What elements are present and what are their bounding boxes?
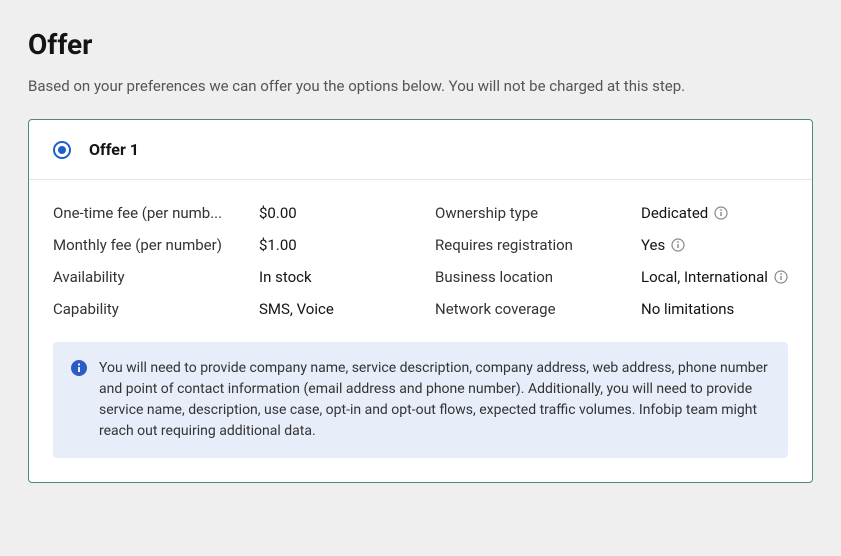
ownership-type-label: Ownership type bbox=[435, 204, 625, 222]
ownership-type-value-text: Dedicated bbox=[641, 204, 708, 222]
page-subtitle: Based on your preferences we can offer y… bbox=[28, 77, 813, 95]
offer-card: Offer 1 One-time fee (per numb... $0.00 … bbox=[28, 119, 813, 483]
requires-registration-value-text: Yes bbox=[641, 236, 665, 254]
info-icon[interactable] bbox=[671, 238, 685, 252]
business-location-value-text: Local, International bbox=[641, 268, 768, 286]
info-banner: You will need to provide company name, s… bbox=[53, 342, 788, 458]
ownership-type-value: Dedicated bbox=[641, 204, 788, 222]
offer-body: One-time fee (per numb... $0.00 Ownershi… bbox=[29, 180, 812, 482]
info-icon[interactable] bbox=[774, 270, 788, 284]
offer-card-header[interactable]: Offer 1 bbox=[29, 120, 812, 180]
network-coverage-value: No limitations bbox=[641, 300, 788, 318]
offer-title: Offer 1 bbox=[89, 140, 139, 159]
monthly-fee-value: $1.00 bbox=[259, 236, 419, 254]
offer-radio[interactable] bbox=[53, 141, 71, 159]
monthly-fee-label: Monthly fee (per number) bbox=[53, 236, 243, 254]
availability-value: In stock bbox=[259, 268, 419, 286]
offer-radio-inner bbox=[58, 146, 66, 154]
availability-label: Availability bbox=[53, 268, 243, 286]
info-banner-text: You will need to provide company name, s… bbox=[99, 358, 770, 442]
offer-details-grid: One-time fee (per numb... $0.00 Ownershi… bbox=[53, 204, 788, 318]
network-coverage-label: Network coverage bbox=[435, 300, 625, 318]
page-title: Offer bbox=[28, 28, 813, 61]
info-banner-icon bbox=[71, 360, 87, 380]
business-location-label: Business location bbox=[435, 268, 625, 286]
business-location-value: Local, International bbox=[641, 268, 788, 286]
info-icon[interactable] bbox=[714, 206, 728, 220]
requires-registration-label: Requires registration bbox=[435, 236, 625, 254]
requires-registration-value: Yes bbox=[641, 236, 788, 254]
one-time-fee-label: One-time fee (per numb... bbox=[53, 204, 243, 222]
one-time-fee-value: $0.00 bbox=[259, 204, 419, 222]
capability-value: SMS, Voice bbox=[259, 300, 419, 318]
capability-label: Capability bbox=[53, 300, 243, 318]
